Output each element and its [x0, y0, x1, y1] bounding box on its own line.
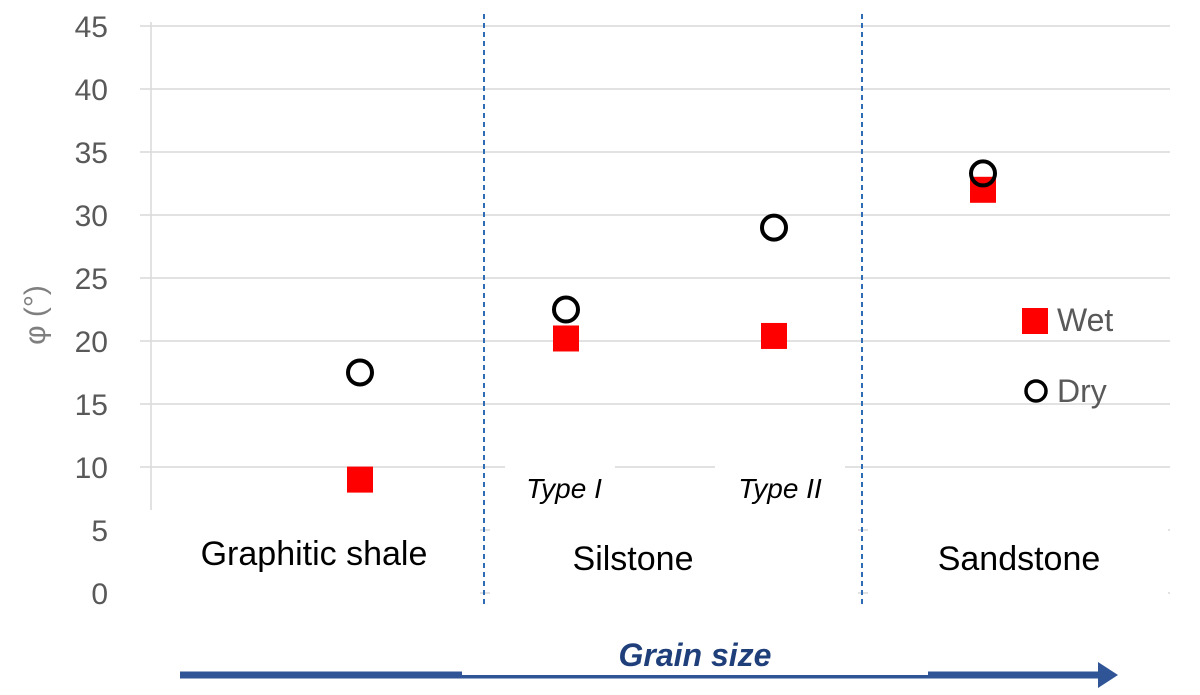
- y-tick-label: 25: [75, 263, 108, 296]
- subgroup-label-type-ii: Type II: [738, 473, 822, 504]
- legend: Wet Dry: [1022, 302, 1113, 409]
- y-tick-label: 45: [75, 11, 108, 44]
- group-label-silstone: Silstone: [573, 540, 694, 578]
- y-tick-label: 40: [75, 74, 108, 107]
- y-tick-labels: 0 5 10 15 20 25 30 35 40 45: [75, 11, 108, 611]
- gridlines: [140, 25, 1170, 594]
- y-tick-label: 20: [75, 326, 108, 359]
- group-label-graphitic-shale: Graphitic shale: [201, 535, 428, 573]
- y-tick-label: 35: [75, 137, 108, 170]
- dry-point: [760, 213, 788, 242]
- data-points: [346, 159, 997, 493]
- legend-wet-marker: [1022, 308, 1048, 334]
- dry-point: [346, 358, 374, 387]
- wet-point: [761, 322, 787, 349]
- subgroup-label-type-i: Type I: [526, 473, 602, 504]
- legend-dry-label: Dry: [1057, 373, 1107, 409]
- sublabel-panel-type-i: [505, 463, 615, 508]
- y-tick-label: 0: [91, 578, 108, 611]
- sublabel-panel-type-ii: [715, 463, 845, 508]
- legend-dry-marker: [1024, 379, 1048, 403]
- group-label-sandstone: Sandstone: [938, 540, 1101, 578]
- y-axis-label: φ (°): [19, 285, 52, 345]
- y-tick-label: 15: [75, 389, 108, 422]
- wet-point: [347, 466, 373, 493]
- x-axis-label-panel: [462, 635, 928, 675]
- wet-point: [553, 325, 579, 352]
- y-tick-label: 10: [75, 452, 108, 485]
- y-tick-label: 30: [75, 200, 108, 233]
- label-panel-sandstone: [868, 510, 1168, 620]
- legend-wet-label: Wet: [1057, 302, 1113, 338]
- dry-point: [552, 295, 580, 324]
- label-panel-silstone: [490, 510, 858, 620]
- label-panel-shale: [140, 510, 480, 620]
- dry-point: [969, 159, 997, 188]
- y-tick-label: 5: [91, 515, 108, 548]
- x-axis-label: Grain size: [619, 637, 772, 673]
